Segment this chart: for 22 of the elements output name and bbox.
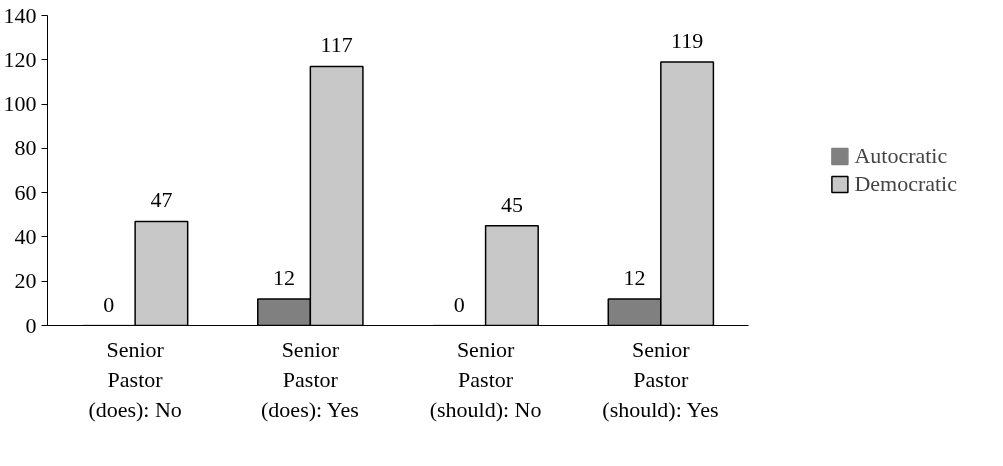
- data-label: 12: [623, 264, 646, 290]
- y-tick-label: 20: [14, 268, 37, 294]
- data-label: 0: [103, 291, 115, 317]
- data-label: 117: [320, 32, 353, 58]
- y-tick-label: 140: [3, 2, 37, 28]
- y-tick-label: 80: [14, 135, 37, 161]
- legend-label: Autocratic: [854, 143, 948, 169]
- y-tick-label: 40: [14, 223, 37, 249]
- legend-label: Democratic: [854, 171, 957, 197]
- data-label: 47: [150, 187, 173, 213]
- data-label: 0: [453, 291, 465, 317]
- data-label: 12: [273, 264, 296, 290]
- y-tick-label: 120: [3, 46, 37, 72]
- data-label: 45: [500, 191, 523, 217]
- y-tick-label: 60: [14, 179, 37, 205]
- x-tick-label: Senior Pastor (should): Yes: [602, 336, 719, 422]
- x-tick-label: Senior Pastor (does): Yes: [261, 336, 359, 422]
- y-tick-label: 0: [25, 312, 37, 338]
- data-label: 119: [671, 28, 704, 53]
- x-tick-label: Senior Pastor (does): No: [88, 336, 182, 422]
- x-tick-label: Senior Pastor (should): No: [429, 336, 542, 422]
- y-tick-label: 100: [3, 91, 37, 117]
